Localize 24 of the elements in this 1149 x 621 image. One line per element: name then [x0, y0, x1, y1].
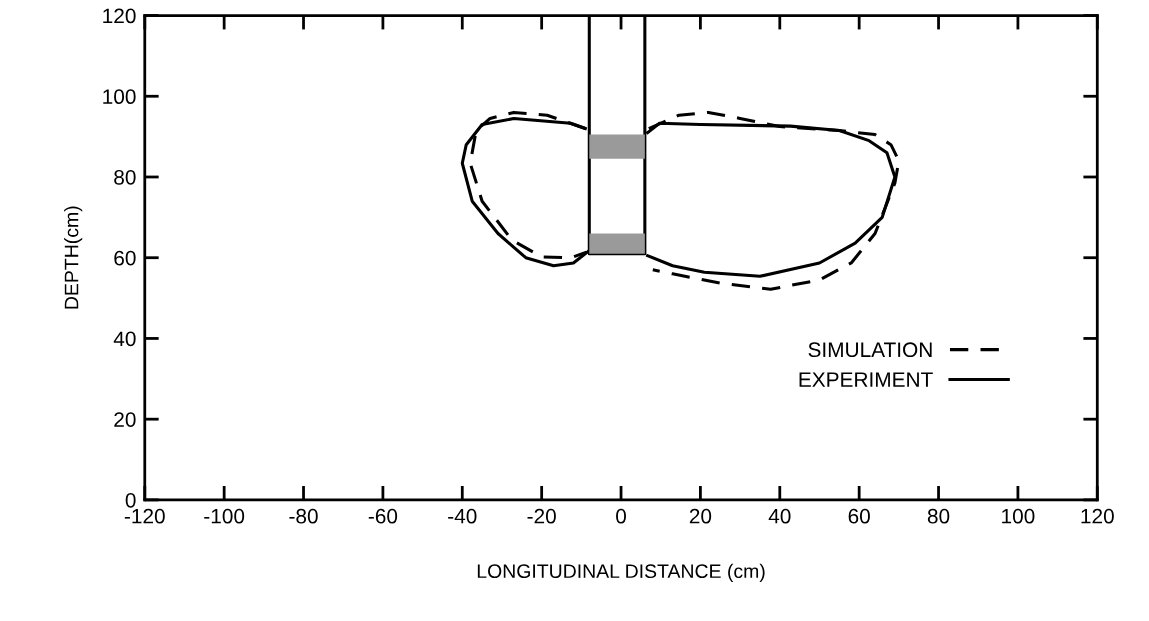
x-tick-label: 0: [616, 508, 627, 524]
y-tick-label: 100: [103, 89, 136, 105]
y-tick-label: 20: [114, 412, 136, 427]
y-tick-label: 80: [114, 169, 136, 185]
x-axis-title: LONGITUDINAL DISTANCE (cm): [477, 563, 765, 582]
x-tick-label: -100: [204, 508, 245, 524]
x-tick-label: -20: [527, 508, 556, 524]
y-tick-label: 120: [103, 8, 136, 24]
legend-label: SIMULATION: [808, 342, 932, 358]
y-tick-label: 0: [125, 492, 136, 508]
x-tick-label: -80: [289, 508, 318, 524]
x-tick-label: 120: [1081, 508, 1114, 524]
x-tick-label: 20: [689, 508, 712, 524]
x-tick-label: 100: [1002, 508, 1035, 524]
x-tick-label: -60: [368, 508, 398, 524]
legend-label: EXPERIMENT: [799, 372, 933, 387]
x-tick-label: 60: [848, 508, 870, 524]
y-tick-label: 60: [114, 250, 136, 266]
x-tick-label: 40: [768, 508, 791, 524]
y-tick-label: 40: [113, 331, 136, 347]
x-tick-label: 80: [927, 508, 950, 524]
x-tick-label: -40: [448, 508, 477, 524]
x-tick-label: -120: [124, 508, 165, 524]
y-axis-title: DEPTH(cm): [64, 206, 83, 309]
